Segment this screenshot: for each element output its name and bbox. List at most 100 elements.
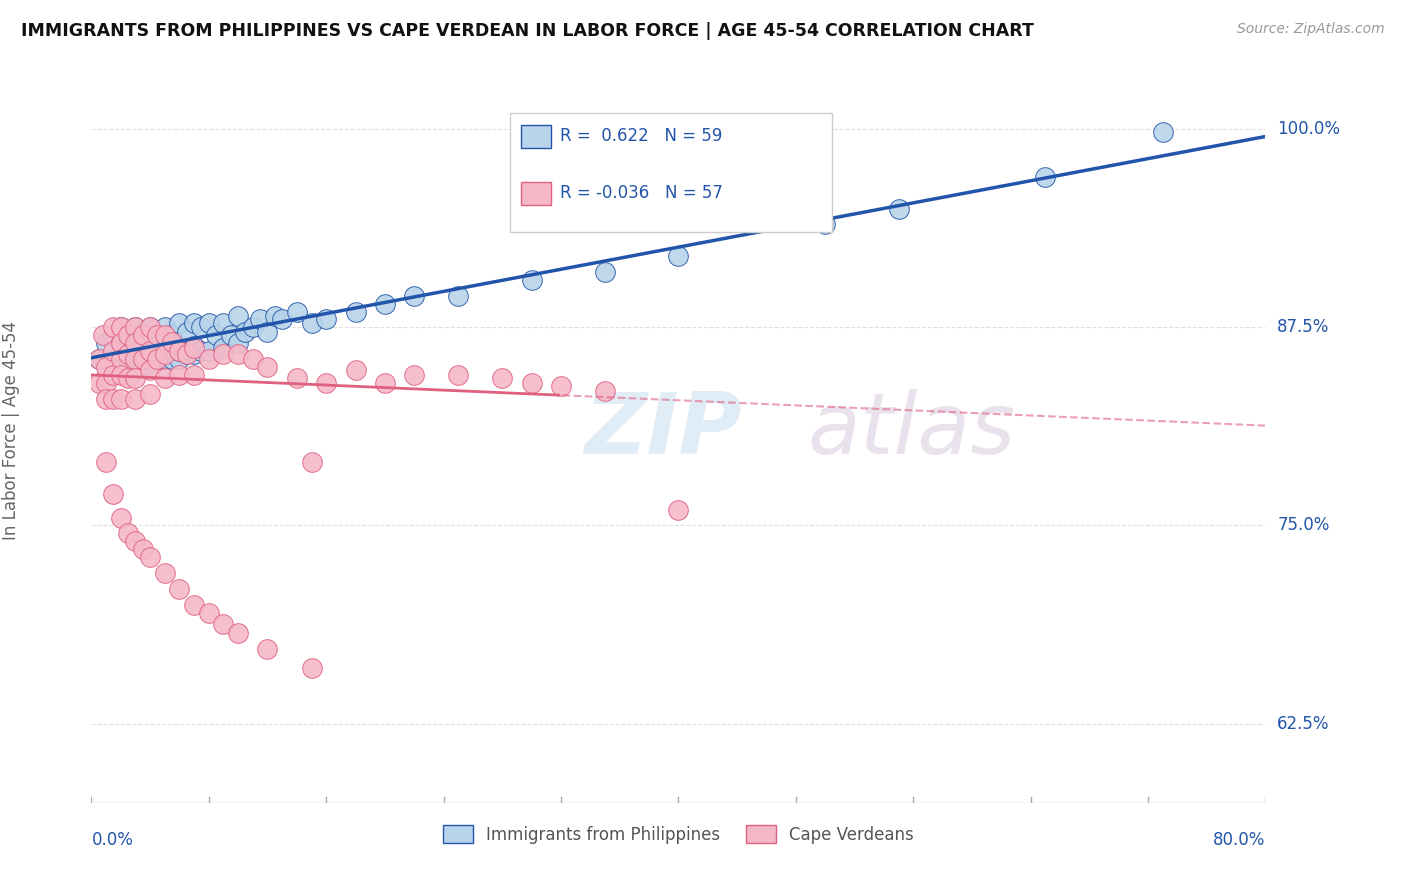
Point — [124, 392, 146, 406]
Text: 100.0%: 100.0% — [1277, 120, 1340, 138]
Point — [153, 320, 176, 334]
Point — [271, 312, 294, 326]
Point — [94, 336, 117, 351]
Point — [103, 487, 125, 501]
Legend: Immigrants from Philippines, Cape Verdeans: Immigrants from Philippines, Cape Verdea… — [436, 819, 921, 850]
Point — [212, 316, 235, 330]
Point — [139, 344, 162, 359]
Point — [132, 352, 155, 367]
Point — [117, 328, 139, 343]
Point — [160, 352, 183, 367]
Point — [520, 376, 543, 390]
Point — [117, 328, 139, 343]
Point — [374, 296, 396, 310]
Text: 87.5%: 87.5% — [1277, 318, 1330, 336]
Point — [183, 341, 205, 355]
Point — [593, 265, 616, 279]
Point — [1033, 169, 1056, 184]
Point — [124, 320, 146, 334]
Point — [103, 344, 125, 359]
Text: In Labor Force | Age 45-54: In Labor Force | Age 45-54 — [1, 321, 20, 540]
FancyBboxPatch shape — [509, 113, 832, 232]
Point — [139, 550, 162, 565]
Point — [117, 371, 139, 385]
Point — [374, 376, 396, 390]
Point — [315, 312, 337, 326]
Point — [814, 218, 837, 232]
Point — [256, 325, 278, 339]
Point — [94, 392, 117, 406]
Text: 80.0%: 80.0% — [1213, 831, 1265, 849]
Point — [212, 341, 235, 355]
Text: atlas: atlas — [807, 389, 1015, 472]
Point — [124, 336, 146, 351]
Point — [197, 344, 219, 359]
Point — [124, 371, 146, 385]
Point — [110, 368, 132, 382]
Point — [169, 368, 191, 382]
Point — [176, 325, 198, 339]
Point — [183, 316, 205, 330]
Point — [212, 347, 235, 361]
Point — [183, 339, 205, 353]
Point — [190, 344, 212, 359]
Point — [169, 582, 191, 596]
Point — [190, 320, 212, 334]
Point — [117, 526, 139, 541]
Point — [146, 352, 169, 367]
Point — [666, 502, 689, 516]
Text: Source: ZipAtlas.com: Source: ZipAtlas.com — [1237, 22, 1385, 37]
Point — [146, 352, 169, 367]
Point — [169, 316, 191, 330]
Point — [666, 249, 689, 263]
Point — [87, 352, 110, 367]
Point — [520, 273, 543, 287]
Point — [256, 642, 278, 657]
Point — [593, 384, 616, 398]
Point — [242, 352, 264, 367]
Point — [226, 310, 249, 324]
Point — [103, 368, 125, 382]
Text: R = -0.036   N = 57: R = -0.036 N = 57 — [560, 184, 723, 202]
Point — [117, 347, 139, 361]
Point — [124, 344, 146, 359]
Text: 62.5%: 62.5% — [1277, 714, 1330, 732]
Point — [103, 328, 125, 343]
Point — [132, 328, 155, 343]
Point — [263, 310, 285, 324]
Point — [94, 376, 117, 390]
Point — [160, 334, 183, 349]
Point — [110, 320, 132, 334]
Point — [139, 363, 162, 377]
Point — [124, 352, 146, 367]
Point — [205, 328, 228, 343]
Point — [110, 510, 132, 524]
Point — [153, 344, 176, 359]
Point — [301, 316, 323, 330]
Point — [404, 288, 426, 302]
Point — [110, 336, 132, 351]
Point — [153, 352, 176, 367]
Point — [132, 352, 155, 367]
Point — [169, 352, 191, 367]
Point — [103, 320, 125, 334]
Point — [110, 320, 132, 334]
Point — [301, 661, 323, 675]
Point — [212, 616, 235, 631]
Point — [447, 288, 470, 302]
Point — [117, 352, 139, 367]
Point — [169, 344, 191, 359]
Point — [344, 304, 367, 318]
Point — [132, 542, 155, 557]
Point — [285, 371, 308, 385]
Point — [315, 376, 337, 390]
Point — [91, 328, 114, 343]
Text: 75.0%: 75.0% — [1277, 516, 1330, 534]
Point — [447, 368, 470, 382]
Point — [176, 347, 198, 361]
Point — [169, 344, 191, 359]
Point — [139, 344, 162, 359]
Point — [256, 359, 278, 374]
Point — [139, 387, 162, 401]
Point — [176, 347, 198, 361]
